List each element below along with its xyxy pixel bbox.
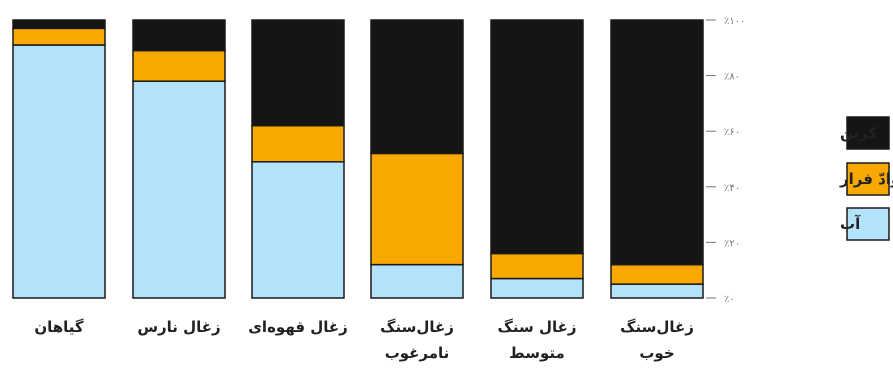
bar-segment-water — [610, 283, 704, 299]
y-tick-label: ٪۸۰ — [724, 72, 740, 83]
y-tick-label: ٪۱۰۰ — [724, 16, 745, 27]
bar-stack — [610, 19, 704, 299]
bar-segment-water — [132, 80, 226, 299]
category-label: زغال نارس — [137, 318, 220, 336]
y-tick-label: ٪۶۰ — [724, 127, 740, 138]
bar-segment-volatile — [132, 49, 226, 82]
bar-stack — [132, 19, 226, 299]
category-label: زغال سنگ متوسط — [498, 318, 577, 362]
category-label: زغال‌سنگ خوب — [620, 318, 694, 362]
bar-segment-carbon — [370, 19, 464, 155]
bar-stack — [370, 19, 464, 299]
y-tick-label: ٪۰ — [724, 294, 735, 305]
bar-segment-carbon — [12, 19, 106, 30]
category-label-line: گیاهان — [34, 318, 84, 336]
category-label-line: زغال سنگ — [498, 318, 577, 336]
category-label-line: خوب — [639, 344, 674, 362]
y-tick-label: ٪۲۰ — [724, 238, 740, 249]
legend-item: آب — [840, 207, 890, 241]
bar-segment-water — [370, 263, 464, 299]
bar-segment-carbon — [490, 19, 584, 255]
bar-segment-volatile — [370, 152, 464, 266]
legend-swatch — [846, 116, 890, 150]
bar-stack — [12, 19, 106, 299]
y-tick-label: ٪۴۰ — [724, 183, 740, 194]
bar-segment-water — [12, 44, 106, 299]
bar-segment-volatile — [490, 252, 584, 280]
legend-swatch — [846, 162, 890, 196]
category-label: گیاهان — [34, 318, 84, 336]
category-label: زغال‌سنگ نامرغوب — [380, 318, 454, 362]
bar-segment-carbon — [251, 19, 345, 127]
bar-segment-volatile — [12, 27, 106, 46]
bar-segment-volatile — [610, 263, 704, 285]
bar-segment-carbon — [610, 19, 704, 266]
bars-group — [12, 19, 704, 299]
bar-segment-water — [490, 277, 584, 299]
legend-item: کربن — [840, 116, 890, 150]
category-label-line: زغال قهوه‌ای — [248, 318, 348, 336]
y-axis: ٪۰ ٪۲۰ ٪۴۰ ٪۶۰ ٪۸۰ ٪۱۰۰ — [706, 16, 745, 305]
legend-item: موادّ فرار — [839, 162, 893, 196]
category-label-line: نامرغوب — [385, 344, 450, 362]
legend-label: موادّ فرار — [839, 170, 893, 188]
legend-label: آب — [840, 215, 861, 233]
category-labels: گیاهان زغال نارس زغال قهوه‌ای زغال‌سنگ نامرغ… — [34, 318, 694, 362]
legend-label: کربن — [840, 124, 877, 142]
bar-stack — [251, 19, 345, 299]
category-label-line: زغال‌سنگ — [620, 318, 694, 336]
bar-stack — [490, 19, 584, 299]
legend-swatch — [846, 207, 890, 241]
bar-segment-carbon — [132, 19, 226, 52]
category-label-line: زغال نارس — [137, 318, 220, 336]
bar-segment-water — [251, 161, 345, 299]
category-label: زغال قهوه‌ای — [248, 318, 348, 336]
bar-segment-volatile — [251, 124, 345, 163]
legend: کربن موادّ فرار آب — [839, 116, 893, 241]
category-label-line: زغال‌سنگ — [380, 318, 454, 336]
category-label-line: متوسط — [509, 344, 565, 362]
